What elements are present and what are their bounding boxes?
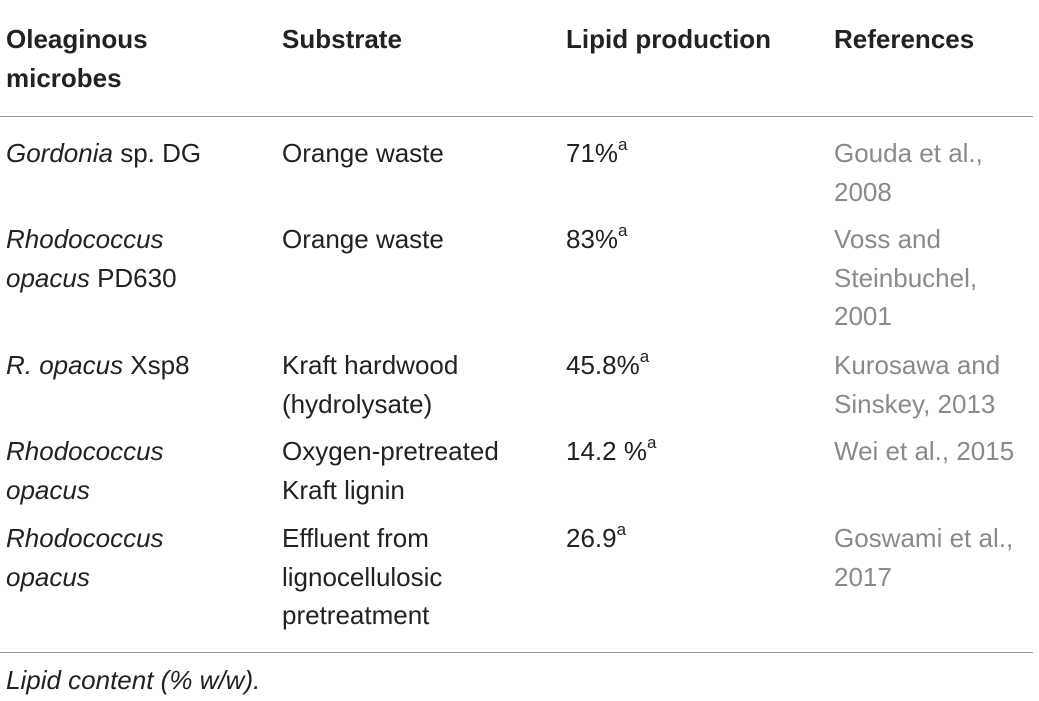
row-4-lipid-value: 14.2 %	[566, 436, 647, 466]
row-2-lipid-footnote-mark: a	[618, 221, 628, 241]
row-2-substrate: Orange waste	[282, 224, 444, 254]
row-3-microbe-genus: R. opacus	[6, 350, 124, 380]
row-1-lipid-footnote-mark: a	[618, 135, 628, 155]
row-1-microbe-genus: Gordonia	[6, 138, 113, 168]
row-3-lipid-footnote-mark: a	[639, 347, 650, 367]
row-1-lipid: 71%a	[566, 134, 826, 173]
row-4-reference: Wei et al., 2015	[834, 436, 1015, 466]
row-2-reference: Voss and Steinbuchel, 2001	[834, 224, 978, 331]
row-2-microbe-strain: PD630	[89, 262, 177, 293]
row-5-substrate: Effluent from lignocellulosic pretreatme…	[282, 523, 443, 630]
header-substrate: Substrate	[282, 24, 402, 54]
row-5-lipid: 26.9a	[566, 519, 826, 558]
row-3-reference: Kurosawa and Sinskey, 2013	[834, 350, 1001, 419]
row-5-microbe-genus: Rhodococcus opacus	[6, 523, 164, 592]
row-1-microbe: Gordonia sp. DG	[6, 134, 266, 173]
row-2-lipid: 83%a	[566, 220, 826, 259]
row-4-microbe: Rhodococcus opacus	[6, 432, 266, 509]
row-1-reference: Gouda et al., 2008	[834, 138, 983, 207]
row-2-microbe-genus: Rhodococcus opacus	[6, 224, 164, 293]
row-2-lipid-value: 83%	[566, 224, 619, 254]
row-5-lipid-footnote-mark: a	[616, 520, 627, 540]
header-divider	[0, 116, 1033, 117]
header-references: References	[834, 24, 975, 54]
row-3-lipid-value: 45.8%	[566, 350, 640, 380]
table-footnote: Lipid content (% w/w).	[6, 665, 261, 695]
header-lipid-production: Lipid production	[566, 24, 772, 54]
row-4-substrate: Oxygen-pretreated Kraft lignin	[282, 436, 499, 505]
row-3-lipid: 45.8%a	[566, 346, 826, 385]
row-3-microbe-strain: Xsp8	[123, 350, 190, 380]
row-4-lipid-footnote-mark: a	[646, 433, 657, 453]
row-5-lipid-value: 26.9	[566, 523, 617, 553]
row-1-microbe-strain: sp. DG	[112, 138, 202, 168]
row-3-substrate: Kraft hardwood (hydrolysate)	[282, 350, 459, 419]
row-2-microbe: Rhodococcus opacus PD630	[6, 220, 266, 297]
footer-divider	[0, 652, 1033, 653]
row-1-substrate: Orange waste	[282, 138, 444, 168]
row-5-reference: Goswami et al., 2017	[834, 523, 1014, 592]
row-1-lipid-value: 71%	[566, 138, 619, 168]
row-4-lipid: 14.2 %a	[566, 432, 826, 471]
row-3-microbe: R. opacus Xsp8	[6, 346, 266, 385]
header-microbes: Oleaginous microbes	[6, 24, 148, 93]
row-4-microbe-genus: Rhodococcus opacus	[6, 436, 164, 505]
row-5-microbe: Rhodococcus opacus	[6, 519, 266, 596]
